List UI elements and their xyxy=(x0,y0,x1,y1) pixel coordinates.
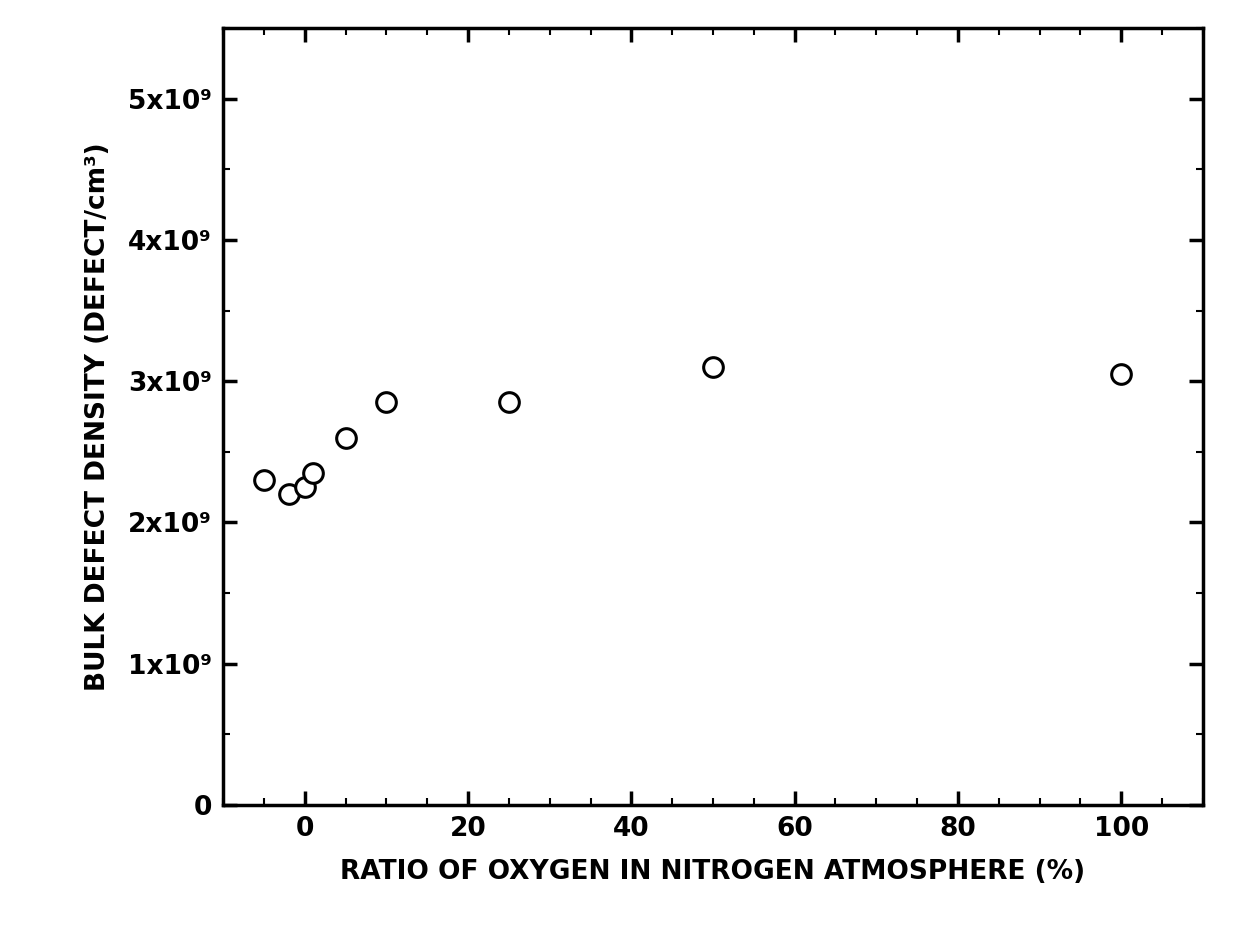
Y-axis label: BULK DEFECT DENSITY (DEFECT/cm³): BULK DEFECT DENSITY (DEFECT/cm³) xyxy=(86,142,112,691)
Point xyxy=(1111,367,1131,382)
Point xyxy=(703,359,723,374)
Point xyxy=(303,465,322,480)
X-axis label: RATIO OF OXYGEN IN NITROGEN ATMOSPHERE (%): RATIO OF OXYGEN IN NITROGEN ATMOSPHERE (… xyxy=(341,858,1085,885)
Point xyxy=(254,473,274,488)
Point xyxy=(498,395,518,410)
Point xyxy=(295,479,315,494)
Point xyxy=(336,431,356,446)
Point xyxy=(279,487,299,502)
Point xyxy=(377,395,397,410)
